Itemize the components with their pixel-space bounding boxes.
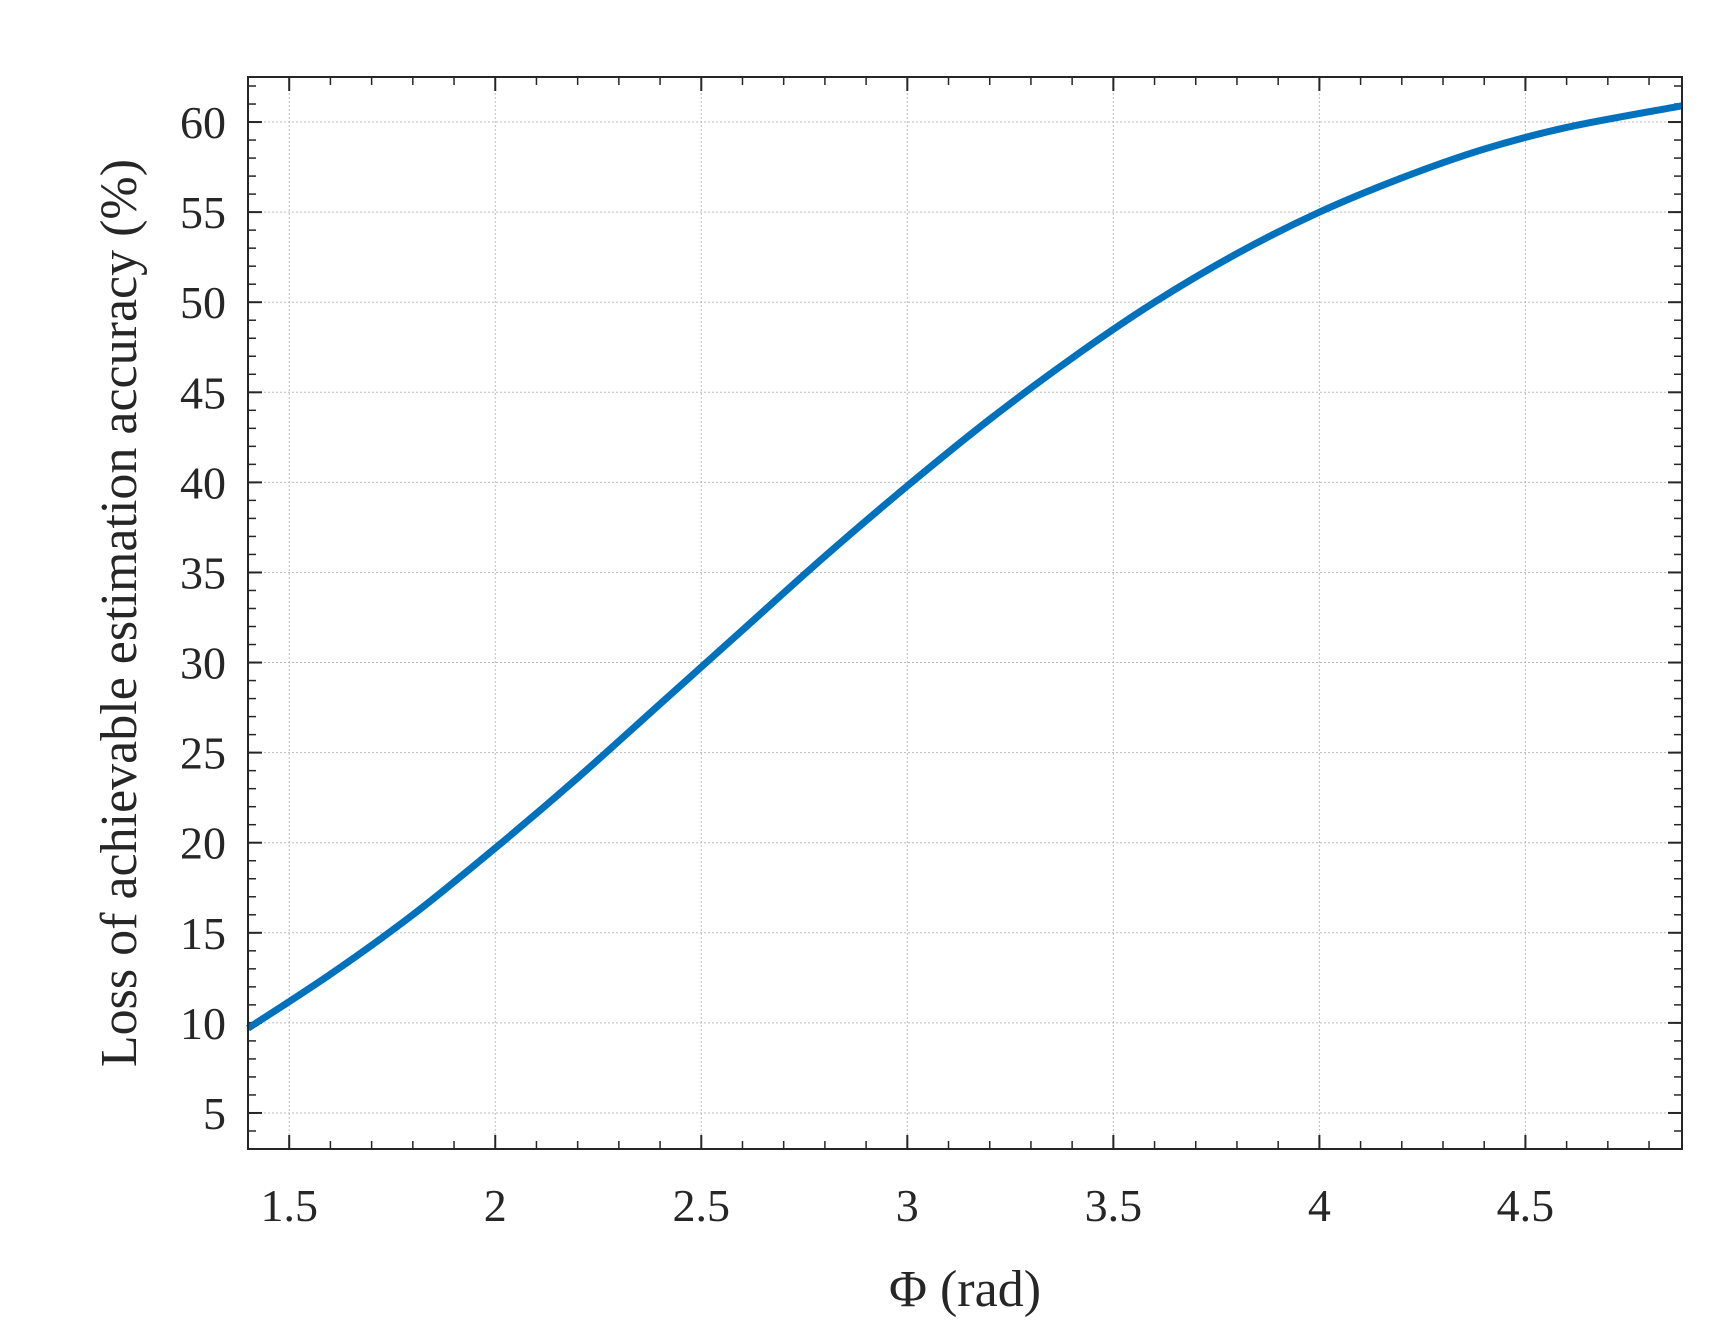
tick-labels: 1.5 2 2.5 3 3.5 4 4.5 5 10 15 20 25 30 35 40 45 50 55 60 [180,97,1554,1231]
plot-frame [247,76,1683,1150]
y-tick-label: 10 [180,998,226,1049]
y-tick-label: 60 [180,97,226,148]
y-tick-label: 45 [180,367,226,418]
x-tick-label: 4.5 [1497,1180,1555,1231]
x-tick-label: 3.5 [1085,1180,1143,1231]
y-axis-label: Loss of achievable estimation accuracy (… [91,159,148,1067]
y-tick-label: 30 [180,638,226,689]
series-layer [246,102,1683,1032]
y-tick-label: 20 [180,818,226,869]
y-tick-label: 5 [203,1088,226,1139]
axis-ticks [247,77,1682,1150]
y-tick-label: 35 [180,547,226,598]
y-tick-label: 50 [180,277,226,328]
series-line [246,102,1683,1032]
y-tick-label: 15 [180,908,226,959]
x-tick-label: 2 [484,1180,507,1231]
y-tick-label: 55 [180,187,226,238]
y-tick-label: 40 [180,457,226,508]
x-tick-label: 1.5 [260,1180,318,1231]
x-tick-label: 3 [896,1180,919,1231]
x-tick-label: 2.5 [673,1180,731,1231]
grid [248,77,1682,1149]
x-axis-label: Φ (rad) [889,1261,1041,1318]
y-tick-label: 25 [180,728,226,779]
x-tick-label: 4 [1308,1180,1331,1231]
